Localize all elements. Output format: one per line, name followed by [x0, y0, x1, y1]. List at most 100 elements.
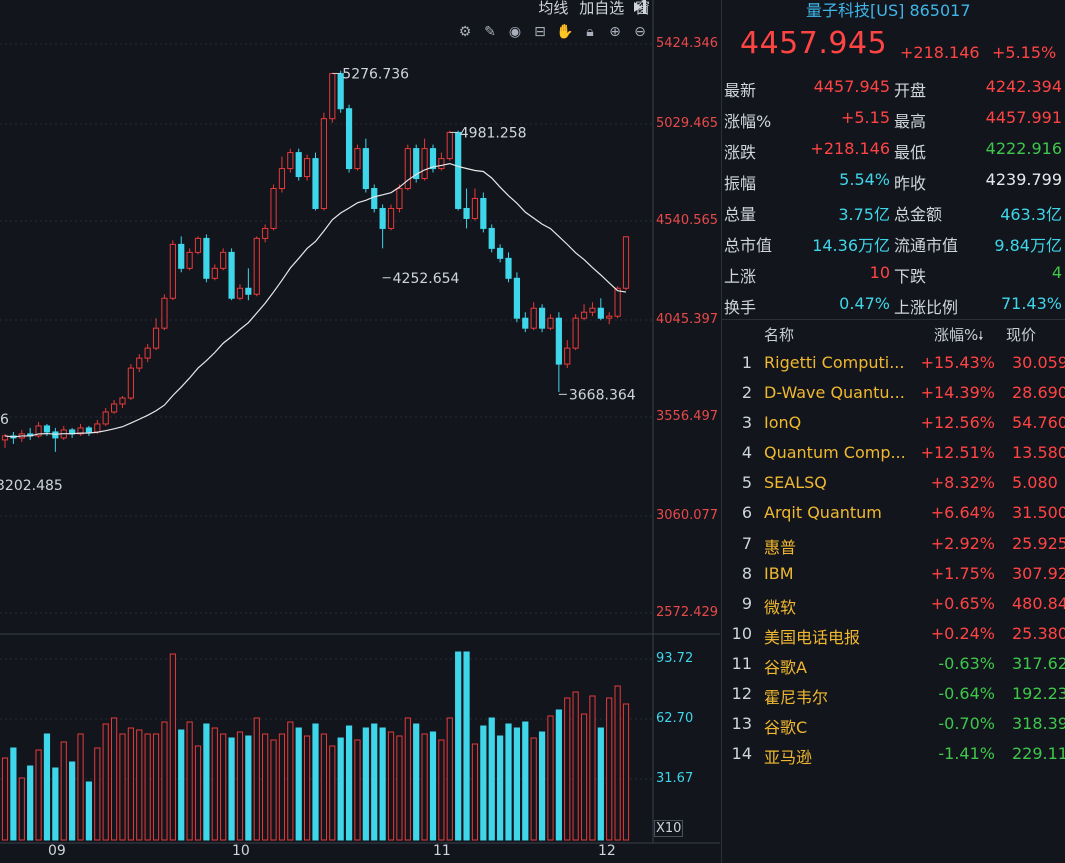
- price-change: +218.146: [900, 43, 980, 62]
- stock-index: 8: [741, 563, 752, 583]
- chart-panel[interactable]: 5276.736 4981.258 4252.654 3668.364 3202.485…: [0, 0, 720, 863]
- price-change-pct: +5.15%: [992, 43, 1057, 62]
- candle-body: [429, 148, 437, 170]
- candle-body: [94, 423, 101, 433]
- stock-change-pct: -1.41%: [938, 744, 995, 764]
- volume-bar: [513, 727, 521, 841]
- candle-body: [270, 188, 277, 229]
- col-pct-header[interactable]: 涨幅%🠗: [934, 324, 983, 348]
- list-item[interactable]: 8 IBM +1.75% 307.920: [722, 560, 1065, 590]
- list-item[interactable]: 5 SEALSQ +8.32% 5.080: [722, 469, 1065, 499]
- list-item[interactable]: 11 谷歌A -0.63% 317.620: [722, 650, 1065, 680]
- divider: [722, 319, 1065, 320]
- price-annotation: 4252.654: [393, 271, 460, 287]
- zoom-out-icon[interactable]: ⊖: [634, 24, 646, 40]
- price-tick: 3556.497: [656, 409, 719, 424]
- hand-icon[interactable]: ✋: [556, 24, 574, 40]
- stock-change-pct: +6.64%: [930, 503, 995, 523]
- list-item[interactable]: 1 Rigetti Computi... +15.43% 30.059: [722, 349, 1065, 379]
- volume-bar: [77, 733, 84, 841]
- list-item[interactable]: 13 谷歌C -0.70% 318.390: [722, 710, 1065, 740]
- list-item[interactable]: 9 微软 +0.65% 480.840: [722, 590, 1065, 620]
- list-item[interactable]: 14 亚马逊 -1.41% 229.110: [722, 740, 1065, 770]
- stock-price: 13.580: [1012, 443, 1065, 463]
- price-annotation: 6: [0, 412, 9, 428]
- col-price-header[interactable]: 现价: [1006, 326, 1037, 344]
- list-item[interactable]: 2 D-Wave Quantu... +14.39% 28.690: [722, 379, 1065, 409]
- stock-price: 5.080: [1012, 473, 1058, 493]
- stat-label: 下跌: [894, 267, 927, 286]
- stock-name: 亚马逊: [764, 748, 813, 768]
- candle-body: [362, 148, 369, 190]
- volume-bar: [144, 733, 151, 841]
- stat-row: 换手 0.47% 上涨比例 71.43%: [722, 291, 1065, 322]
- volume-bar: [69, 761, 76, 841]
- stock-name: 谷歌C: [764, 718, 808, 738]
- volume-bar: [52, 767, 59, 841]
- ma-toggle-button[interactable]: 均线: [538, 0, 569, 17]
- stock-index: 10: [731, 623, 752, 643]
- sidebar-collapse-icon[interactable]: [632, 0, 652, 16]
- draw-icon[interactable]: ✎: [484, 24, 496, 40]
- volume-bar: [203, 723, 210, 841]
- volume-bar: [379, 727, 386, 841]
- price-annotation: 4981.258: [460, 125, 527, 141]
- volume-bar: [169, 653, 176, 841]
- volume-bar: [337, 737, 344, 841]
- volume-unit-label: X10: [654, 820, 684, 837]
- price-annotation: 3202.485: [0, 478, 63, 494]
- candle-body: [52, 431, 59, 439]
- stat-row: 上涨 10 下跌 4: [722, 260, 1065, 291]
- candlestick-chart[interactable]: 5276.736 4981.258 4252.654 3668.364 3202.485…: [0, 0, 720, 863]
- zoom-in-icon[interactable]: ⊕: [609, 24, 621, 40]
- volume-bar: [295, 727, 302, 841]
- volume-bar: [186, 721, 193, 841]
- add-watchlist-button[interactable]: 加自选: [579, 0, 625, 17]
- volume-bar: [538, 731, 546, 841]
- eye-icon[interactable]: ◉: [508, 24, 522, 40]
- volume-bar: [362, 727, 369, 841]
- stock-name: SEALSQ: [764, 473, 827, 493]
- candle-body: [203, 237, 210, 279]
- date-tick: 10: [232, 843, 250, 859]
- candle-body: [480, 197, 487, 229]
- stat-value: 9.84万亿: [994, 236, 1062, 255]
- price-annotation: 5276.736: [342, 66, 409, 82]
- volume-bar: [505, 723, 512, 841]
- volume-tick: 62.70: [656, 711, 694, 726]
- date-tick: 09: [48, 843, 66, 859]
- basket-icon[interactable]: ⊟: [534, 24, 546, 40]
- volume-bar: [35, 749, 42, 841]
- list-item[interactable]: 7 惠普 +2.92% 25.925: [722, 530, 1065, 560]
- stat-label: 上涨: [724, 267, 757, 286]
- stat-value: 10: [869, 263, 890, 282]
- stat-row: 涨跌 +218.146 最低 4222.916: [722, 136, 1065, 167]
- volume-bar: [94, 747, 101, 841]
- stock-index: 5: [741, 473, 752, 493]
- moving-average-line: [4, 162, 627, 438]
- list-item[interactable]: 3 IonQ +12.56% 54.760: [722, 409, 1065, 439]
- settings-icon[interactable]: ⚙: [458, 24, 472, 40]
- stock-name: 谷歌A: [764, 657, 807, 677]
- index-title[interactable]: 量子科技[US] 865017: [806, 1, 971, 20]
- list-item[interactable]: 12 霍尼韦尔 -0.64% 192.230: [722, 680, 1065, 710]
- volume-bar: [622, 703, 630, 841]
- candle-body: [312, 158, 319, 209]
- stat-label: 换手: [724, 298, 757, 317]
- lock-icon[interactable]: 🔒︎: [586, 24, 594, 40]
- list-item[interactable]: 10 美国电话电报 +0.24% 25.380: [722, 620, 1065, 650]
- volume-bar: [547, 715, 554, 841]
- stock-change-pct: +12.51%: [920, 443, 995, 463]
- stat-label: 最低: [894, 143, 927, 162]
- candle-body: [220, 251, 227, 269]
- stock-change-pct: +8.32%: [930, 473, 995, 493]
- window-button[interactable]: 窗: [634, 0, 650, 17]
- list-item[interactable]: 6 Arqit Quantum +6.64% 31.500: [722, 499, 1065, 529]
- list-item[interactable]: 4 Quantum Comp... +12.51% 13.580: [722, 439, 1065, 469]
- volume-bar: [345, 725, 353, 841]
- candle-body: [211, 267, 218, 279]
- candle-body: [572, 317, 579, 349]
- candle-body: [245, 287, 252, 295]
- stat-value: 4239.799: [985, 170, 1062, 189]
- col-name-header[interactable]: 名称: [764, 326, 795, 344]
